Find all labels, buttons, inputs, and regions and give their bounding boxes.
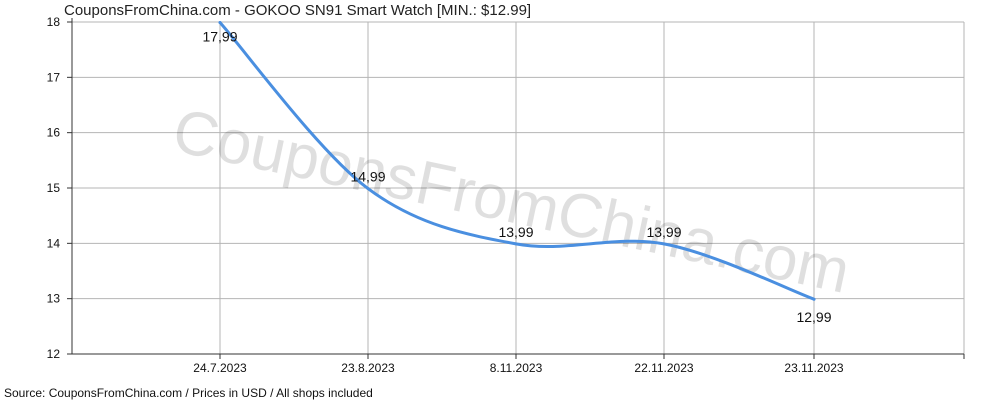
data-labels: 17,99 14,99 13,99 13,99 12,99 [202,29,831,326]
data-point [812,297,816,301]
y-tick-label: 18 [47,15,61,29]
data-point [514,242,518,246]
grid [72,21,965,355]
source-footer: Source: CouponsFromChina.com / Prices in… [4,386,373,400]
y-tick-label: 16 [47,126,61,140]
data-label: 13,99 [646,224,681,240]
axes: 12 13 14 15 16 17 18 24.7.2023 23.8.2023 8.11.202… [47,15,965,375]
data-label: 13,99 [498,224,533,240]
data-label: 12,99 [796,309,831,325]
data-point [662,242,666,246]
data-point [366,187,370,191]
y-tick-label: 13 [47,292,61,306]
chart-title: CouponsFromChina.com - GOKOO SN91 Smart … [64,2,531,19]
data-point [218,21,222,25]
data-label: 14,99 [350,169,385,185]
series-price [218,21,816,301]
y-tick-label: 12 [47,347,61,361]
x-tick-label: 24.7.2023 [193,361,247,375]
x-tick-label: 23.8.2023 [341,361,395,375]
x-tick-label: 23.11.2023 [784,361,843,375]
x-tick-label: 8.11.2023 [490,361,543,375]
y-tick-label: 15 [47,181,61,195]
y-tick-label: 17 [47,70,61,84]
data-label: 17,99 [202,29,237,45]
x-tick-label: 22.11.2023 [634,361,693,375]
y-tick-label: 14 [47,236,61,250]
